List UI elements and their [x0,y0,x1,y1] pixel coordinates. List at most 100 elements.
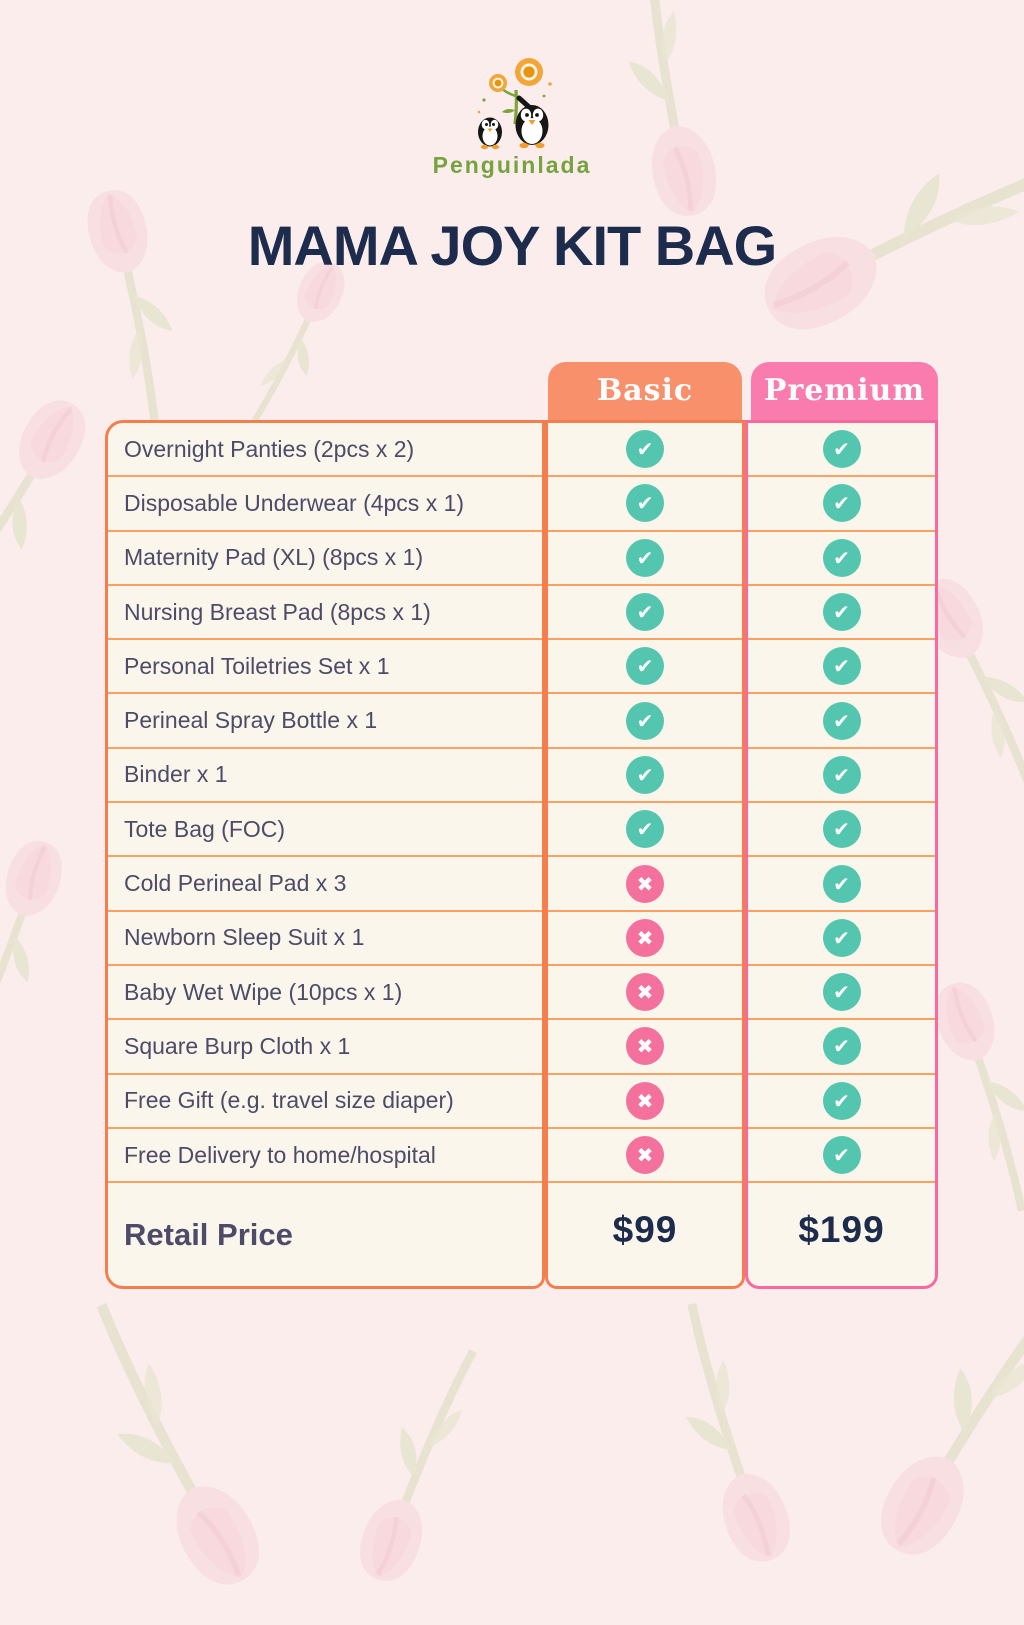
table-row: ✖ [548,1020,742,1075]
premium-column-rows: ✔ ✔ ✔ ✔ ✔ ✔ ✔ ✔ ✔ ✔ ✔ ✔ ✔ ✔ [748,423,935,1184]
column-header-basic: Basic [548,362,742,426]
basic-price: $99 [612,1209,678,1251]
check-icon: ✔ [822,701,861,740]
item-label: Binder x 1 [124,761,228,788]
check-icon: ✔ [822,1136,861,1174]
tulip-decoration [615,1276,835,1589]
table-row: Square Burp Cloth x 1 [108,1020,542,1075]
tulip-decoration [318,1317,521,1606]
comparison-table: Basic Premium Overnight Panties (2pcs x … [105,362,938,1289]
check-icon: ✔ [626,810,664,849]
table-row: Overnight Panties (2pcs x 2) [108,423,542,478]
table-row: ✔ [748,912,935,966]
basic-column-rows: ✔ ✔ ✔ ✔ ✔ ✔ ✔ ✔ ✖ ✖ ✖ ✖ ✖ ✖ [548,423,742,1184]
check-icon: ✔ [822,1081,861,1120]
table-row: ✖ [548,912,742,966]
table-row: Baby Wet Wipe (10pcs x 1) [108,966,542,1021]
cross-icon: ✖ [626,918,664,957]
items-column: Overnight Panties (2pcs x 2) Disposable U… [105,420,545,1289]
table-row: ✖ [548,857,742,912]
basic-column: ✔ ✔ ✔ ✔ ✔ ✔ ✔ ✔ ✖ ✖ ✖ ✖ ✖ ✖ $99 [545,420,745,1289]
table-row: ✔ [748,857,935,912]
check-icon: ✔ [626,701,664,740]
item-label: Overnight Panties (2pcs x 2) [124,435,415,462]
check-icon: ✔ [822,810,861,849]
table-row: Binder x 1 [108,749,542,804]
check-icon: ✔ [822,973,861,1012]
table-row: ✔ [548,477,742,532]
cross-icon: ✖ [626,1136,664,1174]
check-icon: ✔ [822,538,861,577]
retail-price-row: Retail Price [108,1183,542,1286]
table-row: ✔ [748,423,935,478]
cross-icon: ✖ [626,973,664,1012]
check-icon: ✔ [822,864,861,903]
table-row: ✖ [548,1075,742,1129]
check-icon: ✔ [822,1027,861,1066]
check-icon: ✔ [822,430,861,469]
table-row: ✔ [548,640,742,695]
table-row: ✔ [548,423,742,478]
basic-price-row: $99 [548,1183,742,1286]
retail-price-label: Retail Price [124,1216,293,1252]
cross-icon: ✖ [626,1027,664,1066]
table-row: Nursing Breast Pad (8pcs x 1) [108,586,542,641]
table-row: Tote Bag (FOC) [108,803,542,858]
table-row: ✔ [748,749,935,804]
table-row: ✔ [748,1075,935,1129]
items-column-rows: Overnight Panties (2pcs x 2) Disposable U… [108,423,542,1184]
tulip-decoration [18,1265,313,1625]
penguin-sunflower-logo-icon [477,58,552,150]
premium-price-row: $199 [748,1183,935,1286]
table-row: ✖ [548,1129,742,1184]
item-label: Baby Wet Wipe (10pcs x 1) [124,978,403,1005]
table-row: ✔ [548,586,742,641]
table-row: ✔ [748,586,935,641]
brand-name: Penguinlada [432,152,592,178]
premium-column: ✔ ✔ ✔ ✔ ✔ ✔ ✔ ✔ ✔ ✔ ✔ ✔ ✔ ✔ $199 [745,420,938,1289]
item-label: Square Burp Cloth x 1 [124,1032,351,1059]
table-row: ✔ [748,477,935,532]
cross-icon: ✖ [626,864,664,903]
table-row: ✔ [748,532,935,586]
item-label: Maternity Pad (XL) (8pcs x 1) [124,544,424,571]
table-row: ✔ [548,532,742,586]
table-row: Personal Toiletries Set x 1 [108,640,542,695]
check-icon: ✔ [626,538,664,577]
check-icon: ✔ [626,484,664,523]
page-title: MAMA JOY KIT BAG [247,214,777,277]
table-row: ✔ [748,1129,935,1184]
check-icon: ✔ [822,647,861,686]
column-header-premium: Premium [751,362,938,426]
check-icon: ✔ [822,755,861,794]
table-row: ✔ [748,966,935,1021]
check-icon: ✔ [626,647,664,686]
table-row: Newborn Sleep Suit x 1 [108,912,542,966]
table-row: ✔ [548,749,742,804]
table-row: ✔ [748,640,935,695]
table-row: ✔ [748,694,935,749]
item-label: Cold Perineal Pad x 3 [124,870,347,897]
premium-price: $199 [798,1209,885,1251]
table-row: ✔ [548,803,742,858]
table-row: ✔ [748,803,935,858]
item-label: Personal Toiletries Set x 1 [124,652,390,679]
check-icon: ✔ [626,593,664,632]
item-label: Newborn Sleep Suit x 1 [124,924,365,951]
table-row: ✔ [748,1020,935,1075]
table-row: Maternity Pad (XL) (8pcs x 1) [108,532,542,586]
check-icon: ✔ [626,430,664,469]
cross-icon: ✖ [626,1081,664,1120]
check-icon: ✔ [822,484,861,523]
table-row: ✖ [548,966,742,1021]
check-icon: ✔ [822,593,861,632]
brand-logo: Penguinlada [432,52,592,179]
item-label: Free Gift (e.g. travel size diaper) [124,1087,454,1114]
page-header: Penguinlada MAMA JOY KIT BAG [0,0,1024,278]
table-row: ✔ [548,694,742,749]
item-label: Nursing Breast Pad (8pcs x 1) [124,598,431,625]
table-row: Cold Perineal Pad x 3 [108,857,542,912]
item-label: Disposable Underwear (4pcs x 1) [124,489,465,516]
table-row: Free Gift (e.g. travel size diaper) [108,1075,542,1129]
item-label: Free Delivery to home/hospital [124,1141,436,1168]
